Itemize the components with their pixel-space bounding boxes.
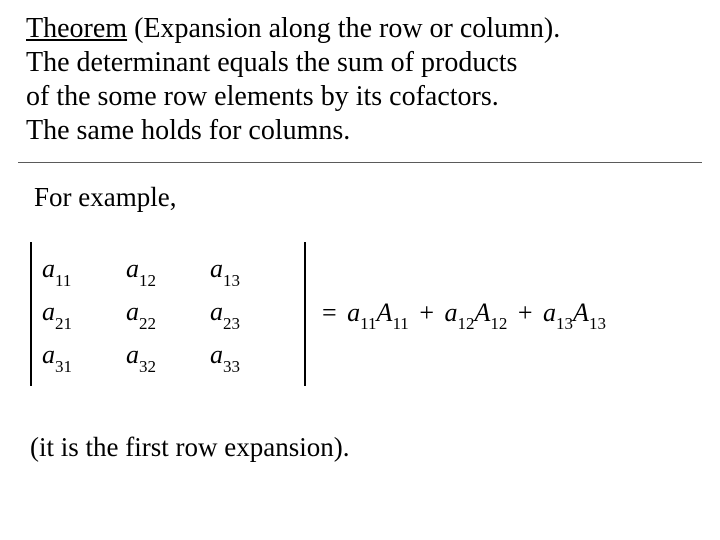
horizontal-divider <box>18 162 702 163</box>
matrix-cell: a11 <box>42 254 126 288</box>
determinant-equation: a11 a12 a13 a21 a22 a23 a31 a32 a33 = a1… <box>24 234 696 394</box>
matrix-cell: a32 <box>126 340 210 374</box>
closing-remark: (it is the first row expansion). <box>30 432 349 463</box>
matrix-cell: a23 <box>210 297 294 331</box>
determinant-left-bar <box>30 242 32 386</box>
theorem-title-underlined: Theorem <box>26 13 127 44</box>
theorem-statement: Theorem (Expansion along the row or colu… <box>26 12 696 149</box>
matrix-cell: a33 <box>210 340 294 374</box>
matrix-cell: a31 <box>42 340 126 374</box>
matrix-row: a31 a32 a33 <box>42 336 296 379</box>
expansion-rhs: = a11A11 + a12A12 + a13A13 <box>318 298 606 332</box>
matrix-cell: a22 <box>126 297 210 331</box>
example-label: For example, <box>34 182 176 213</box>
matrix-cell: a13 <box>210 254 294 288</box>
matrix-3x3: a11 a12 a13 a21 a22 a23 a31 a32 a33 <box>42 250 296 380</box>
matrix-cell: a12 <box>126 254 210 288</box>
theorem-line-3: of the some row elements by its cofactor… <box>26 81 499 112</box>
equals-sign: = <box>318 298 341 327</box>
matrix-row: a21 a22 a23 <box>42 293 296 336</box>
determinant-right-bar <box>304 242 306 386</box>
matrix-row: a11 a12 a13 <box>42 250 296 293</box>
slide: Theorem (Expansion along the row or colu… <box>0 0 720 540</box>
theorem-line-4: The same holds for columns. <box>26 115 350 146</box>
theorem-title-rest: (Expansion along the row or column). <box>127 13 560 44</box>
matrix-cell: a21 <box>42 297 126 331</box>
theorem-line-2: The determinant equals the sum of produc… <box>26 47 517 78</box>
